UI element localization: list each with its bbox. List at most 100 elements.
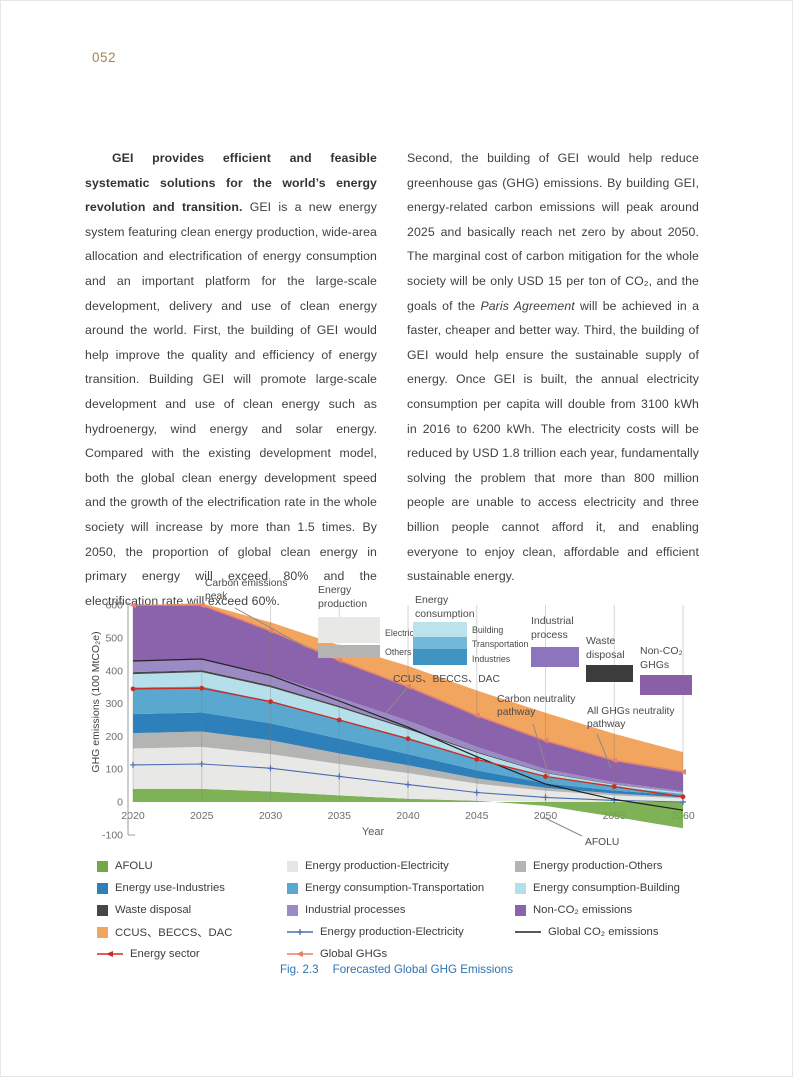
figure-caption-number: Fig. 2.3 — [279, 963, 319, 976]
inner-legend-swatch — [413, 622, 467, 637]
legend-item: Energy production-Electricity — [287, 926, 515, 938]
legend-line-icon — [287, 951, 313, 957]
inner-legend-swatch — [586, 665, 633, 682]
text-run: GEI provides efficient and feasible syst… — [85, 151, 377, 215]
legend-label: Waste disposal — [115, 904, 192, 916]
marker-plus — [198, 760, 205, 767]
legend-swatch — [515, 882, 526, 894]
area-band — [133, 672, 683, 794]
legend-swatch — [97, 882, 108, 894]
area-band — [133, 731, 683, 799]
page-number: 052 — [92, 50, 117, 65]
legend-label: Energy consumption-Building — [533, 882, 680, 894]
y-axis: 600 500 400 300 200 100 0 -100 GHG emissions (10… — [90, 600, 135, 841]
inner-legend-swatch — [413, 649, 467, 665]
legend-swatch — [515, 904, 526, 916]
marker-triangle — [198, 602, 205, 609]
legend-item: Non-CO₂ emissions — [515, 904, 705, 916]
legend-label: Energy production-Electricity — [320, 926, 464, 938]
legend-swatch — [97, 926, 108, 938]
annotation-text: AFOLU — [585, 837, 619, 848]
inner-legend-swatch — [531, 647, 579, 667]
legend-swatch — [97, 904, 108, 916]
marker-plus — [405, 781, 411, 788]
legend-item: Energy production-Others — [515, 860, 705, 872]
chart-svg: 202020252030203520402045205020552060Year… — [90, 578, 695, 848]
x-tick-label: 2030 — [259, 810, 283, 822]
marker-triangle — [404, 683, 411, 690]
marker-triangle — [267, 627, 274, 634]
marker-plus — [680, 799, 686, 805]
y-tick-label: 600 — [105, 600, 123, 612]
x-axis-title: Year — [362, 826, 385, 838]
legend-item: Global CO₂ emissions — [515, 926, 705, 938]
annotation-leader — [234, 607, 308, 649]
legend-label: AFOLU — [115, 860, 153, 872]
inner-legend-title: production — [318, 598, 367, 610]
legend-item: Energy consumption-Building — [515, 882, 705, 894]
annotation-text: pathway — [587, 719, 626, 730]
legend-item: Global GHGs — [287, 948, 515, 960]
area-band — [133, 605, 683, 792]
legend-line-icon — [287, 929, 313, 935]
marker-dot — [543, 774, 548, 779]
inner-legend-label: Industries — [472, 654, 511, 664]
inner-legend-title: Energy — [415, 594, 449, 606]
legend-label: Non-CO₂ emissions — [533, 904, 633, 916]
legend-label: Global GHGs — [320, 948, 388, 960]
legend-label: CCUS、BECCS、DAC — [115, 927, 233, 939]
figure-caption-title: Forecasted Global GHG Emissions — [332, 963, 514, 976]
legend-swatch — [287, 882, 298, 894]
area-band — [133, 712, 683, 798]
annotation-text: peak — [205, 591, 228, 602]
annotation-text: pathway — [497, 707, 536, 718]
annotation-leader — [385, 687, 408, 714]
annotation-leader — [596, 733, 612, 769]
text-run: GEI is a new energy system featuring cle… — [85, 200, 377, 608]
series-line — [132, 658, 684, 811]
legend-item: Energy production-Electricity — [287, 860, 515, 872]
legend-item: Energy use-Industries — [97, 882, 287, 894]
marker-plus — [473, 789, 480, 796]
inner-legend-title: Non-CO₂ — [640, 645, 683, 657]
chart-legend: AFOLU Energy production-Electricity Energy… — [97, 855, 705, 965]
legend-swatch — [287, 860, 298, 872]
marker-dot — [680, 794, 686, 800]
ghg-emissions-chart: 202020252030203520402045205020552060Year… — [85, 572, 717, 870]
annotation-text: All GHGs neutrality — [587, 706, 675, 717]
inner-legend-label: Others — [385, 647, 412, 657]
marker-plus — [611, 797, 618, 804]
article-right-column: Second, the building of GEI would help r… — [407, 146, 699, 589]
marker-plus — [267, 765, 274, 772]
marker-triangle — [335, 657, 343, 664]
legend-swatch — [287, 904, 298, 916]
annotation-text: CCUS、BECCS、DAC — [393, 674, 501, 685]
marker-triangle — [610, 757, 618, 764]
inner-legend-swatch — [318, 617, 380, 643]
y-tick-label: -100 — [102, 829, 123, 841]
text-run: will be achieved in a faster, cheaper an… — [407, 298, 700, 584]
marker-triangle — [129, 602, 136, 609]
annotation-text: Carbon neutrality — [497, 694, 576, 705]
marker-dot — [611, 784, 617, 789]
chart-lines — [129, 602, 686, 811]
marker-dot — [336, 717, 342, 723]
marker-plus — [336, 773, 343, 780]
marker-dot — [474, 756, 480, 762]
x-tick-label: 2040 — [396, 810, 420, 822]
legend-label: Global CO₂ emissions — [548, 926, 659, 938]
inner-legend-swatch — [413, 637, 467, 649]
y-tick-label: 0 — [117, 797, 123, 809]
legend-line-icon — [515, 931, 541, 933]
marker-dot — [130, 686, 136, 692]
legend-item: CCUS、BECCS、DAC — [97, 924, 287, 940]
inner-legend-title: disposal — [586, 649, 625, 661]
legend-swatch — [97, 860, 108, 872]
article-left-column: GEI provides efficient and feasible syst… — [85, 146, 377, 613]
annotation-text: Carbon emissions — [205, 578, 287, 589]
legend-item: AFOLU — [97, 860, 287, 872]
marker-dot — [405, 736, 411, 742]
x-tick-label: 2045 — [465, 810, 489, 822]
inner-legend-swatch — [318, 645, 380, 658]
